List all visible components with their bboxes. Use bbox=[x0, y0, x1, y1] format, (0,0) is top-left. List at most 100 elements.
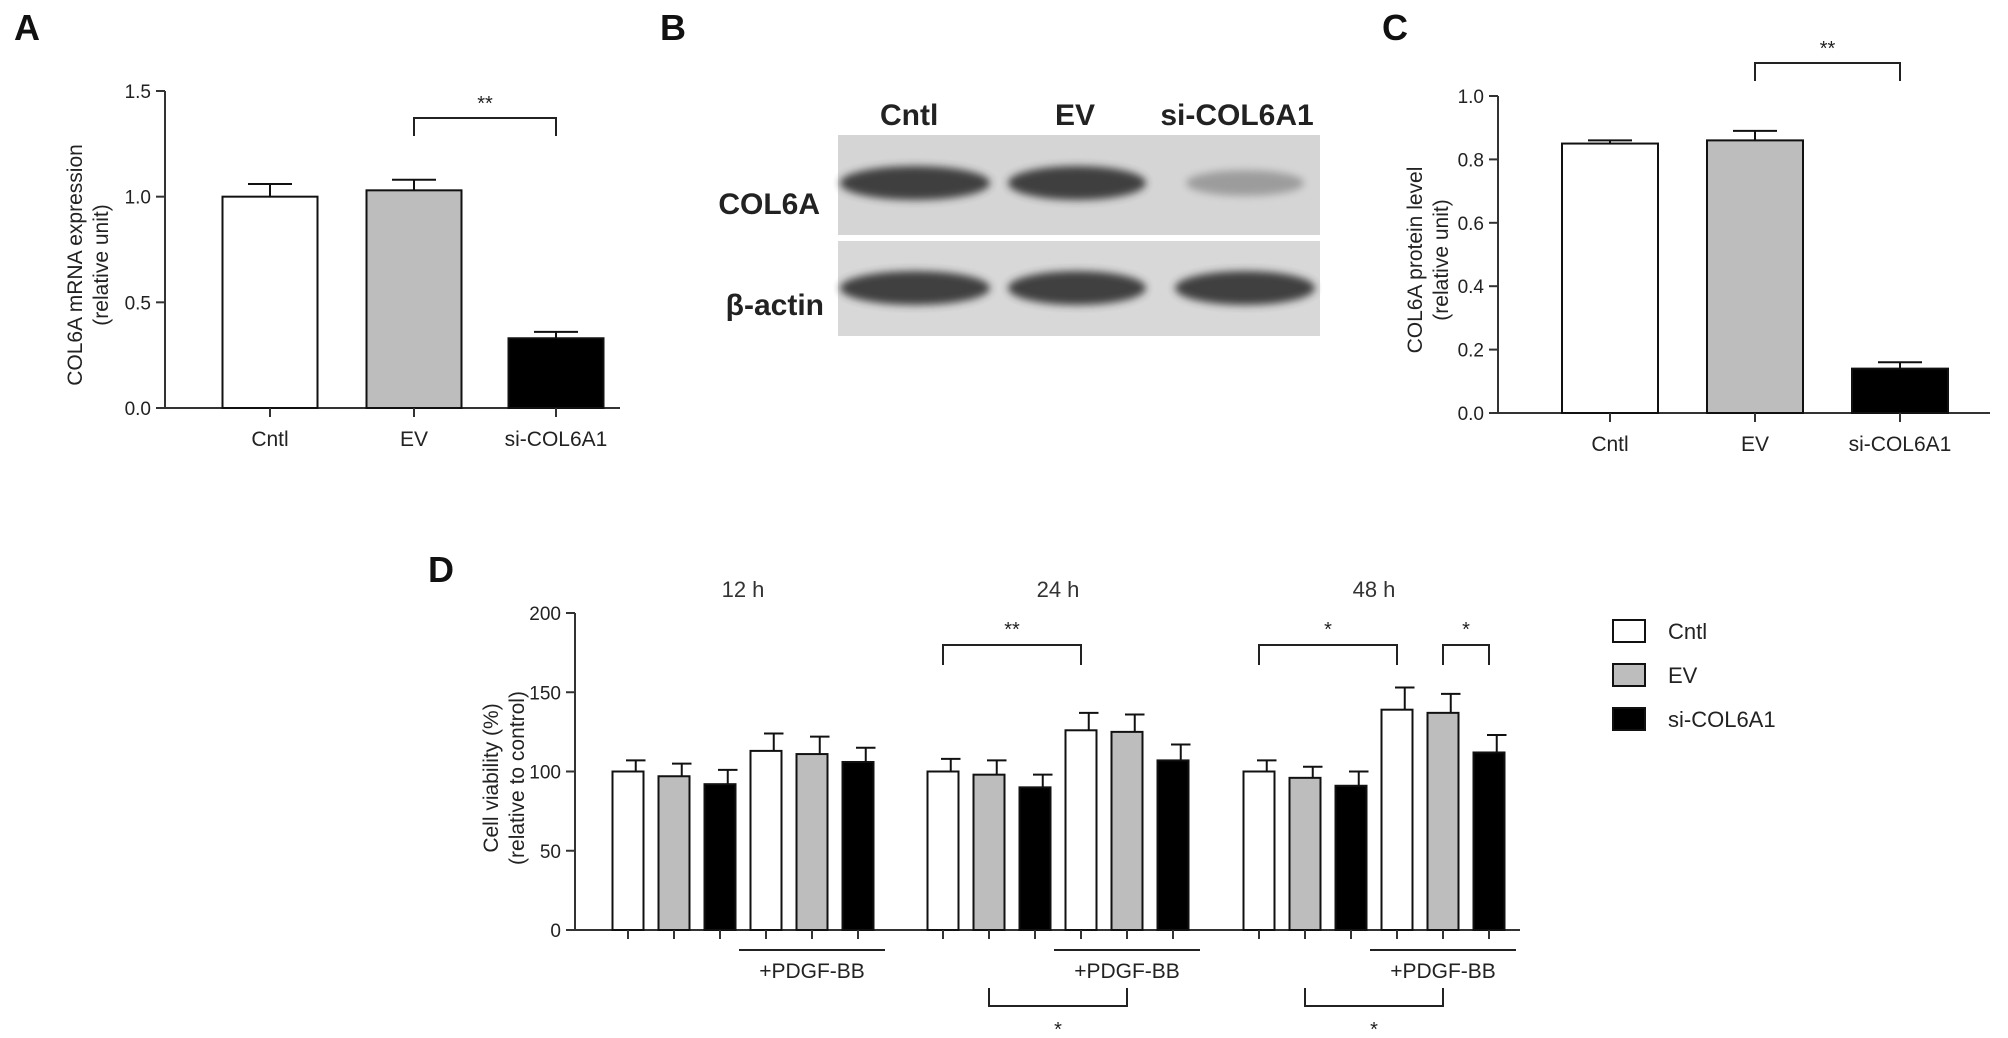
legend-label: Cntl bbox=[1668, 619, 1707, 644]
y-tick-label: 50 bbox=[540, 842, 561, 863]
significance-label: ** bbox=[1820, 38, 1836, 60]
significance-label: ** bbox=[477, 93, 493, 115]
y-tick-label: 0 bbox=[550, 921, 561, 942]
x-tick-label: si-COL6A1 bbox=[505, 428, 608, 451]
bar-ev bbox=[365, 189, 463, 409]
chart-panel-d: Cell viability (%) (relative to control)… bbox=[480, 577, 1776, 1038]
significance-label: * bbox=[1324, 619, 1332, 641]
y-tick-label: 0.4 bbox=[1458, 277, 1485, 298]
significance-label: * bbox=[1462, 619, 1470, 641]
bar bbox=[1242, 770, 1276, 931]
bar bbox=[1110, 730, 1144, 931]
y-axis-title-d: Cell viability (%) (relative to control) bbox=[480, 691, 529, 865]
blot-lane-label-cntl: Cntl bbox=[880, 99, 938, 132]
panel-letter-d: D bbox=[428, 549, 454, 590]
time-label: 12 h bbox=[722, 577, 765, 602]
bar bbox=[1334, 784, 1368, 932]
legend-label: EV bbox=[1668, 663, 1698, 688]
blot-band bbox=[1186, 170, 1304, 196]
significance-bracket bbox=[413, 117, 557, 136]
y-axis-title-a: COL6A mRNA expression (relative unit) bbox=[64, 144, 113, 386]
y-axis-title-c-line2: (relative unit) bbox=[1430, 199, 1453, 320]
x-tick-label: Cntl bbox=[251, 428, 288, 451]
y-axis-title-c-line1: COL6A protein level bbox=[1404, 167, 1427, 354]
bar-si-col6a1 bbox=[507, 337, 605, 410]
bar bbox=[1426, 711, 1460, 931]
blot-band bbox=[840, 271, 990, 305]
bar bbox=[795, 753, 829, 931]
y-tick-label: 0.8 bbox=[1458, 150, 1484, 171]
x-tick-label: EV bbox=[1741, 433, 1769, 456]
y-tick-label: 100 bbox=[529, 763, 561, 784]
bar bbox=[1472, 751, 1506, 931]
bar-si-col6a1 bbox=[1851, 367, 1949, 414]
significance-bracket bbox=[1258, 644, 1398, 665]
chart-panel-a: COL6A mRNA expression (relative unit) 0.… bbox=[64, 82, 620, 451]
panel-letter-a: A bbox=[14, 7, 40, 48]
significance-bracket bbox=[1442, 644, 1490, 665]
y-tick-label: 200 bbox=[529, 604, 561, 625]
y-tick-label: 0.0 bbox=[125, 399, 151, 420]
blot-band bbox=[840, 166, 990, 200]
y-tick-label: 1.0 bbox=[1458, 87, 1484, 108]
x-tick-label: si-COL6A1 bbox=[1849, 433, 1952, 456]
legend-swatch-0 bbox=[1612, 619, 1646, 643]
significance-bracket bbox=[942, 644, 1082, 665]
y-axis-title-d-line1: Cell viability (%) bbox=[480, 703, 503, 852]
y-tick-label: 1.0 bbox=[125, 188, 151, 209]
significance-bracket bbox=[1754, 62, 1901, 81]
y-tick-label: 0.0 bbox=[1458, 404, 1484, 425]
significance-label: * bbox=[1370, 1019, 1378, 1038]
bar-ev bbox=[1706, 139, 1804, 414]
treatment-label: +PDGF-BB bbox=[1074, 960, 1180, 983]
x-tick-label: Cntl bbox=[1591, 433, 1628, 456]
bar-cntl bbox=[1561, 142, 1659, 415]
y-axis-title-a-line1: COL6A mRNA expression bbox=[64, 144, 87, 386]
time-label: 24 h bbox=[1037, 577, 1080, 602]
panel-letter-b: B bbox=[660, 7, 686, 48]
bar-cntl bbox=[221, 195, 319, 409]
x-tick-label: EV bbox=[400, 428, 428, 451]
y-tick-label: 1.5 bbox=[125, 82, 151, 103]
significance-bracket bbox=[988, 988, 1128, 1007]
bar bbox=[703, 783, 737, 931]
bar bbox=[1156, 759, 1190, 932]
y-axis-title-d-line2: (relative to control) bbox=[506, 691, 529, 865]
y-tick-label: 0.2 bbox=[1458, 341, 1484, 362]
chart-panel-c: COL6A protein level (relative unit) 0.0 0… bbox=[1404, 38, 1990, 456]
blot-lane-label-si-col6a1: si-COL6A1 bbox=[1160, 99, 1313, 132]
bar bbox=[1064, 729, 1098, 931]
significance-label: * bbox=[1054, 1019, 1062, 1038]
treatment-label: +PDGF-BB bbox=[1390, 960, 1496, 983]
y-axis-title-a-line2: (relative unit) bbox=[90, 204, 113, 325]
legend-swatch-1 bbox=[1612, 663, 1646, 687]
blot-row-label-actin: β-actin bbox=[726, 289, 824, 322]
bar bbox=[657, 775, 691, 931]
y-axis-title-c: COL6A protein level (relative unit) bbox=[1404, 167, 1453, 354]
bar bbox=[1380, 708, 1414, 931]
panel-letter-c: C bbox=[1382, 7, 1408, 48]
legend: Cntl EV si-COL6A1 bbox=[1612, 619, 1776, 732]
y-tick-label: 150 bbox=[529, 683, 561, 704]
blot-band bbox=[1008, 271, 1146, 305]
bar bbox=[611, 770, 645, 931]
y-tick-label: 0.6 bbox=[1458, 214, 1484, 235]
bar bbox=[1018, 786, 1052, 931]
bar bbox=[749, 749, 783, 932]
blot-band bbox=[1008, 166, 1146, 200]
significance-bracket bbox=[1304, 988, 1444, 1007]
bar bbox=[1288, 776, 1322, 932]
blot-lane-label-ev: EV bbox=[1055, 99, 1095, 132]
legend-swatch-2 bbox=[1612, 707, 1646, 731]
bar bbox=[841, 760, 875, 931]
significance-label: ** bbox=[1004, 619, 1020, 641]
bar bbox=[972, 773, 1006, 931]
blot-bands bbox=[840, 166, 1315, 305]
time-label: 48 h bbox=[1353, 577, 1396, 602]
blot-band bbox=[1175, 271, 1315, 305]
blot-row-label-col6a: COL6A bbox=[718, 188, 820, 221]
treatment-label: +PDGF-BB bbox=[759, 960, 865, 983]
western-blot: Cntl EV si-COL6A1 COL6A β-actin bbox=[718, 99, 1320, 336]
legend-label: si-COL6A1 bbox=[1668, 707, 1776, 732]
